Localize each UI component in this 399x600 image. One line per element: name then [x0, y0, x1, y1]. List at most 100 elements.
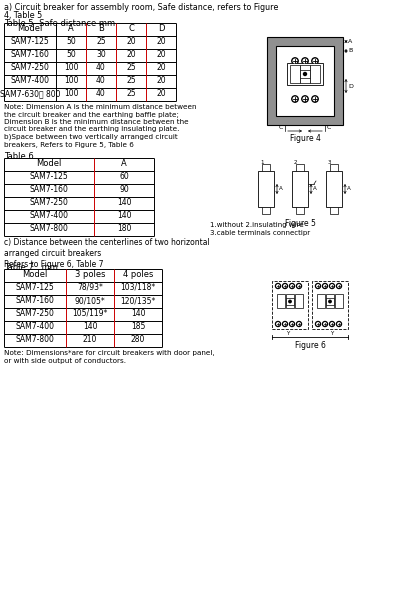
Circle shape: [317, 285, 319, 287]
Text: c) Distance between the centerlines of two horizontal
arranged circuit breakers
: c) Distance between the centerlines of t…: [4, 238, 210, 269]
Circle shape: [284, 323, 286, 325]
Text: A: A: [347, 187, 351, 191]
Text: 185: 185: [131, 322, 145, 331]
Text: 105/119*: 105/119*: [72, 309, 108, 318]
Text: Table 5 -Safe distance mm: Table 5 -Safe distance mm: [4, 19, 115, 28]
Circle shape: [293, 59, 297, 63]
Text: 40: 40: [96, 63, 106, 72]
Text: 30: 30: [96, 50, 106, 59]
Circle shape: [275, 283, 280, 289]
Text: 100: 100: [64, 89, 78, 98]
Text: 103/118*: 103/118*: [120, 283, 156, 292]
Bar: [326, 294, 334, 308]
Text: Table 6: Table 6: [4, 152, 34, 161]
Text: SAM7-800: SAM7-800: [16, 335, 54, 344]
Text: SAM7-125: SAM7-125: [16, 283, 54, 292]
Circle shape: [313, 59, 317, 63]
Text: 20: 20: [156, 37, 166, 46]
Text: B: B: [98, 24, 104, 33]
Text: SAM7-125: SAM7-125: [30, 172, 68, 181]
Text: SAM7-250: SAM7-250: [10, 63, 49, 72]
Circle shape: [330, 322, 334, 326]
Circle shape: [277, 285, 279, 287]
Text: 90/105*: 90/105*: [75, 296, 105, 305]
Text: SAM7-125: SAM7-125: [11, 37, 49, 46]
Text: 25: 25: [96, 37, 106, 46]
Text: Figure 6: Figure 6: [294, 341, 326, 350]
Bar: [326, 298, 334, 305]
Text: Note: Dimension A is the minimum distance between
the circuit breaker and the ea: Note: Dimension A is the minimum distanc…: [4, 104, 196, 148]
Text: SAM7-400: SAM7-400: [30, 211, 69, 220]
Circle shape: [304, 73, 306, 76]
Circle shape: [312, 58, 318, 64]
Text: 280: 280: [131, 335, 145, 344]
Text: Model: Model: [22, 270, 48, 279]
Text: SAM7-250: SAM7-250: [16, 309, 54, 318]
Text: SAM7-250: SAM7-250: [30, 198, 69, 207]
Text: 20: 20: [126, 50, 136, 59]
Bar: [310, 65, 320, 83]
Text: SAM7-630， 800: SAM7-630， 800: [0, 89, 60, 98]
Circle shape: [324, 285, 326, 287]
Text: 20: 20: [156, 89, 166, 98]
Text: C: C: [279, 125, 283, 130]
Bar: [258, 171, 274, 207]
Text: D: D: [158, 24, 164, 33]
Circle shape: [331, 285, 333, 287]
Text: B: B: [348, 49, 352, 53]
Circle shape: [282, 322, 288, 326]
Circle shape: [291, 323, 293, 325]
Text: Figure 5: Figure 5: [284, 219, 316, 228]
Text: A: A: [68, 24, 74, 33]
Text: 140: 140: [117, 198, 131, 207]
Text: 25: 25: [126, 76, 136, 85]
Text: 50: 50: [66, 50, 76, 59]
Circle shape: [338, 285, 340, 287]
Text: A: A: [348, 39, 352, 44]
Circle shape: [290, 322, 294, 326]
Circle shape: [296, 283, 302, 289]
Text: Table 7   mm: Table 7 mm: [4, 263, 58, 272]
Circle shape: [329, 300, 331, 302]
Circle shape: [331, 323, 333, 325]
Text: 140: 140: [117, 211, 131, 220]
Text: 20: 20: [126, 37, 136, 46]
Text: A: A: [121, 159, 127, 168]
Text: C: C: [327, 125, 332, 130]
Circle shape: [338, 323, 340, 325]
Text: A: A: [279, 187, 283, 191]
Circle shape: [322, 322, 328, 326]
Circle shape: [275, 322, 280, 326]
Text: SAM7-400: SAM7-400: [10, 76, 49, 85]
Circle shape: [282, 283, 288, 289]
Text: SAM7-160: SAM7-160: [30, 185, 69, 194]
Circle shape: [316, 322, 320, 326]
Text: 2: 2: [294, 160, 298, 165]
Circle shape: [296, 322, 302, 326]
Bar: [312, 281, 348, 329]
Text: 90: 90: [119, 185, 129, 194]
Text: 40: 40: [96, 76, 106, 85]
Text: 50: 50: [66, 37, 76, 46]
Text: 25: 25: [126, 63, 136, 72]
Text: 60: 60: [119, 172, 129, 181]
Text: 20: 20: [156, 76, 166, 85]
Text: SAM7-160: SAM7-160: [10, 50, 49, 59]
Text: SAM7-400: SAM7-400: [16, 322, 55, 331]
Circle shape: [293, 97, 297, 101]
Bar: [335, 294, 343, 308]
Text: 3: 3: [328, 160, 332, 165]
Text: 40: 40: [96, 89, 106, 98]
Bar: [267, 37, 343, 125]
Text: 140: 140: [83, 322, 97, 331]
Bar: [286, 294, 294, 308]
Text: Y: Y: [286, 331, 290, 336]
Circle shape: [330, 283, 334, 289]
Circle shape: [302, 96, 308, 102]
Bar: [262, 207, 270, 214]
Circle shape: [277, 323, 279, 325]
Bar: [277, 294, 285, 308]
Bar: [276, 46, 334, 116]
Text: 3 poles: 3 poles: [75, 270, 105, 279]
Text: 78/93*: 78/93*: [77, 283, 103, 292]
